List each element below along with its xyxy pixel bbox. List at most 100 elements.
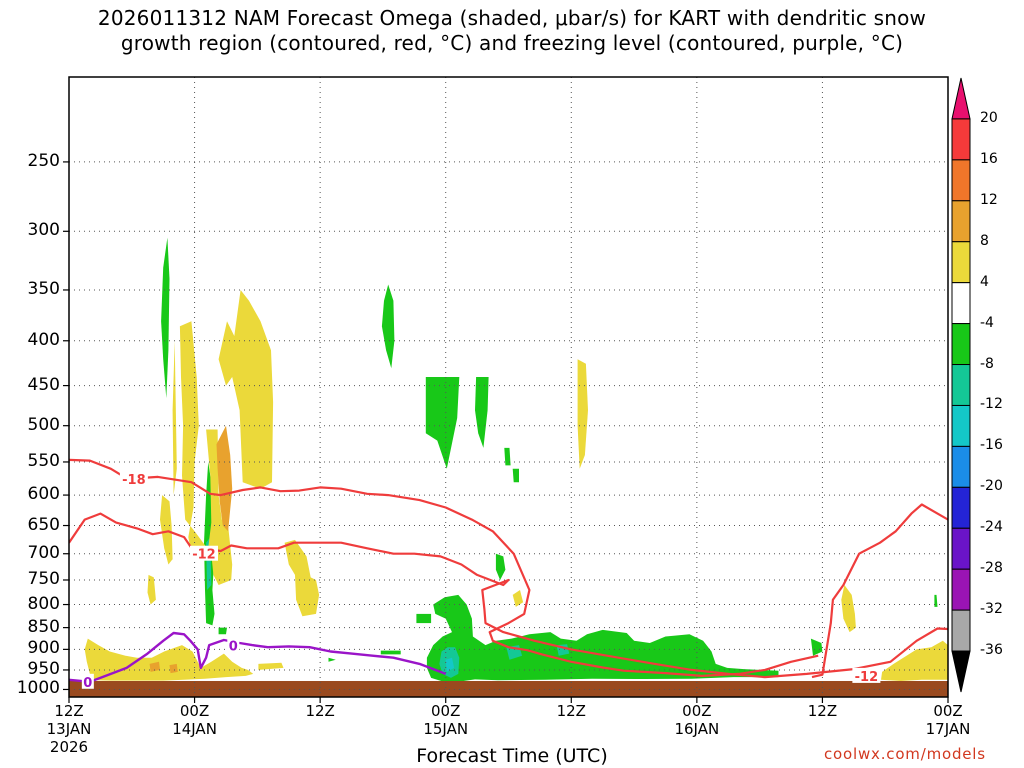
chart-title-line2: growth region (contoured, red, °C) and f…: [120, 31, 904, 55]
dgz-label-0-bg: [119, 470, 148, 486]
omega-region-30: [841, 585, 856, 633]
y-tick-label-400: 400: [27, 329, 60, 350]
colorbar-seg-13: [951, 609, 971, 652]
omega-region-12: [934, 594, 938, 607]
dgz-contour-2: [811, 503, 948, 679]
colorbar-seg-10: [951, 486, 971, 529]
colorbar-seg-6: [951, 323, 971, 366]
freezing-label-1-bg: [227, 637, 240, 653]
y-tick-label-800: 800: [27, 593, 60, 614]
x-tick-label-0-line1: 12Z: [54, 702, 84, 720]
x-tick-label-2: 12Z: [280, 702, 360, 756]
freezing-label-0-bg: [81, 673, 94, 689]
omega-region-32: [216, 425, 233, 532]
colorbar-label-0: 20: [980, 109, 998, 126]
x-tick-label-4-line2: [531, 720, 611, 738]
y-tick-label-650: 650: [27, 514, 60, 535]
omega-region-27: [258, 662, 284, 670]
credit-text: coolwx.com/models: [824, 745, 986, 763]
omega-region-4: [504, 447, 511, 466]
x-tick-label-2-line2: [280, 720, 360, 738]
colorbar-label-13: -36: [980, 642, 1003, 659]
x-tick-label-5: 00Z 16JAN: [657, 702, 737, 756]
colorbar-seg-7: [951, 364, 971, 406]
omega-region-14: [416, 613, 432, 624]
y-tick-label-850: 850: [27, 616, 60, 637]
x-tick-label-1: 00Z 14JAN: [155, 702, 235, 756]
grid-lines: [69, 77, 948, 697]
x-tick-label-6-line2: [782, 720, 862, 738]
colorbar-seg-14: [951, 650, 971, 693]
colorbar-seg-1: [951, 118, 971, 161]
omega-region-1: [381, 284, 395, 369]
y-tick-label-450: 450: [27, 374, 60, 395]
dgz-label-0: -18: [122, 473, 146, 488]
dgz-label-1-bg: [189, 545, 218, 561]
colorbar-seg-12: [951, 568, 971, 611]
y-tick-label-600: 600: [27, 484, 60, 505]
colorbar-label-10: -24: [980, 519, 1003, 536]
freezing-contour-0: [69, 631, 447, 683]
dgz-label-1: -12: [192, 548, 216, 563]
omega-region-25: [284, 539, 320, 617]
omega-region-10: [380, 650, 401, 655]
omega-region-22: [147, 574, 156, 605]
omega-region-21: [160, 495, 173, 565]
x-tick-label-5-line1: 00Z: [682, 702, 712, 720]
y-tick-label-950: 950: [27, 658, 60, 679]
x-tick-label-4-line1: 12Z: [556, 702, 586, 720]
x-tick-label-3-line1: 00Z: [431, 702, 461, 720]
y-tick-label-550: 550: [27, 450, 60, 471]
y-tick-label-700: 700: [27, 542, 60, 563]
colorbar-label-1: 16: [980, 150, 998, 167]
surface-terrain: [69, 680, 948, 697]
omega-region-2: [425, 377, 460, 469]
x-tick-label-2-line1: 12Z: [305, 702, 335, 720]
y-tick-label-1000: 1000: [16, 678, 60, 699]
y-tick-label-900: 900: [27, 638, 60, 659]
dgz-label-2-bg: [852, 667, 881, 683]
x-tick-label-6-line1: 12Z: [807, 702, 838, 720]
omega-region-34: [169, 663, 178, 674]
omega-region-8: [218, 627, 227, 635]
plot-frame: [68, 76, 949, 698]
omega-region-31: [881, 640, 948, 681]
y-tick-label-750: 750: [27, 568, 60, 589]
colorbar-seg-3: [951, 200, 971, 243]
x-tick-label-1-line2: 14JAN: [172, 720, 217, 738]
colorbar-seg-9: [951, 445, 971, 488]
freezing-label-1: 0: [229, 640, 238, 655]
y-tick-label-250: 250: [27, 150, 60, 171]
omega-region-28: [577, 359, 588, 469]
omega-region-3: [475, 377, 489, 448]
omega-region-33: [149, 661, 160, 672]
colorbar-label-3: 8: [980, 232, 989, 249]
x-tick-label-0-line2: 13JAN: [46, 720, 92, 738]
colorbar-label-9: -20: [980, 478, 1003, 495]
omega-region-29: [512, 590, 524, 607]
colorbar-seg-11: [951, 527, 971, 570]
x-tick-label-5-line2: 16JAN: [674, 720, 720, 738]
x-tick-label-4: 12Z: [531, 702, 611, 756]
x-tick-label-0-line3: 2026: [49, 738, 89, 756]
plot-area: -18 -12 -12 0 0: [69, 77, 948, 697]
y-tick-label-350: 350: [27, 278, 60, 299]
colorbar-label-7: -12: [980, 396, 1003, 413]
omega-region-0: [161, 237, 170, 399]
dgz-label-2: -12: [855, 670, 879, 685]
x-tick-label-1-line1: 00Z: [179, 702, 210, 720]
omega-region-23: [179, 321, 233, 585]
y-tick-label-500: 500: [27, 414, 60, 435]
colorbar-label-12: -32: [980, 601, 1003, 618]
x-tick-label-0: 12Z 13JAN 2026: [29, 702, 109, 756]
dgz-contour-0: [69, 458, 819, 678]
omega-region-13: [426, 594, 779, 682]
x-tick-label-3: 00Z 15JAN: [406, 702, 486, 756]
x-tick-label-7-line1: 00Z: [933, 702, 963, 720]
colorbar-label-11: -28: [980, 560, 1003, 577]
colorbar-seg-8: [951, 404, 971, 447]
omega-region-9: [328, 657, 336, 662]
freezing-label-0: 0: [83, 676, 92, 691]
